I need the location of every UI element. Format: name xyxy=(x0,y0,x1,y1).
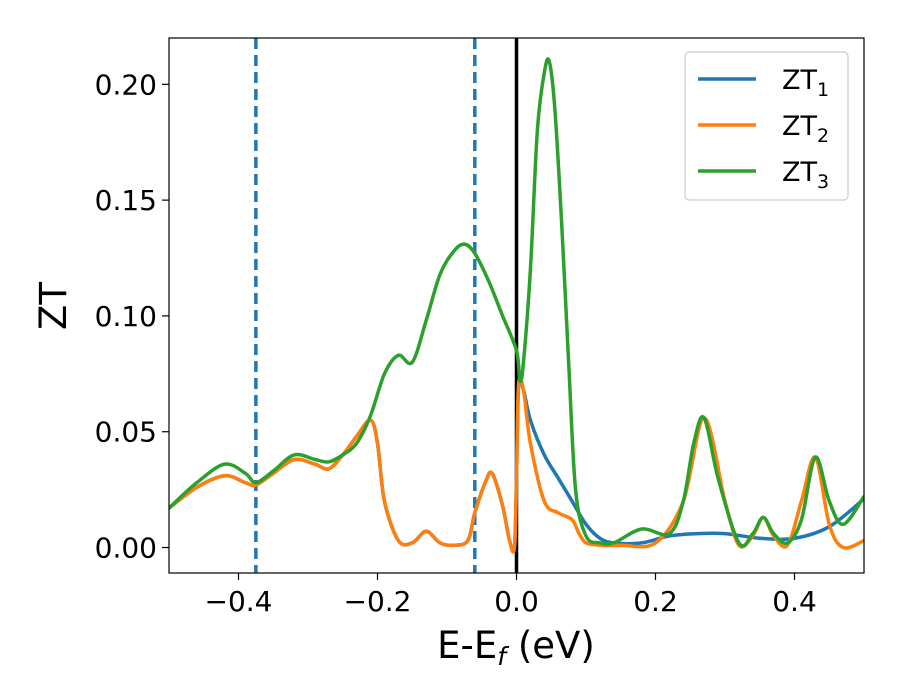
y-tick-label: 0.00 xyxy=(95,532,157,565)
x-axis-label-main: E-E xyxy=(437,624,497,667)
y-tick-label: 0.20 xyxy=(95,68,157,101)
legend-label-zt3: ZT3 xyxy=(782,157,829,193)
x-tick-label: 0.4 xyxy=(772,585,817,618)
x-axis-label: E-Ef (eV) xyxy=(437,624,595,671)
series-line-zt3 xyxy=(169,57,864,548)
y-tick-label: 0.05 xyxy=(95,416,157,449)
x-axis: −0.4 −0.2 0.0 0.2 0.4 xyxy=(205,573,817,618)
legend: ZT1 ZT2 ZT3 xyxy=(684,51,849,201)
legend-label-zt1: ZT1 xyxy=(782,65,829,101)
y-axis-label: ZT xyxy=(32,282,75,330)
y-axis: 0.00 0.05 0.10 0.15 0.20 xyxy=(95,68,169,565)
x-axis-label-unit: (eV) xyxy=(506,624,595,667)
y-tick-label: 0.15 xyxy=(95,184,157,217)
x-tick-label: 0.0 xyxy=(494,585,539,618)
series-layer xyxy=(169,57,864,554)
legend-label-zt2: ZT2 xyxy=(782,111,829,147)
x-tick-label: −0.2 xyxy=(344,585,412,618)
x-tick-label: 0.2 xyxy=(633,585,678,618)
x-tick-label: −0.4 xyxy=(205,585,273,618)
y-tick-label: 0.10 xyxy=(95,300,157,333)
legend-box xyxy=(684,51,849,201)
